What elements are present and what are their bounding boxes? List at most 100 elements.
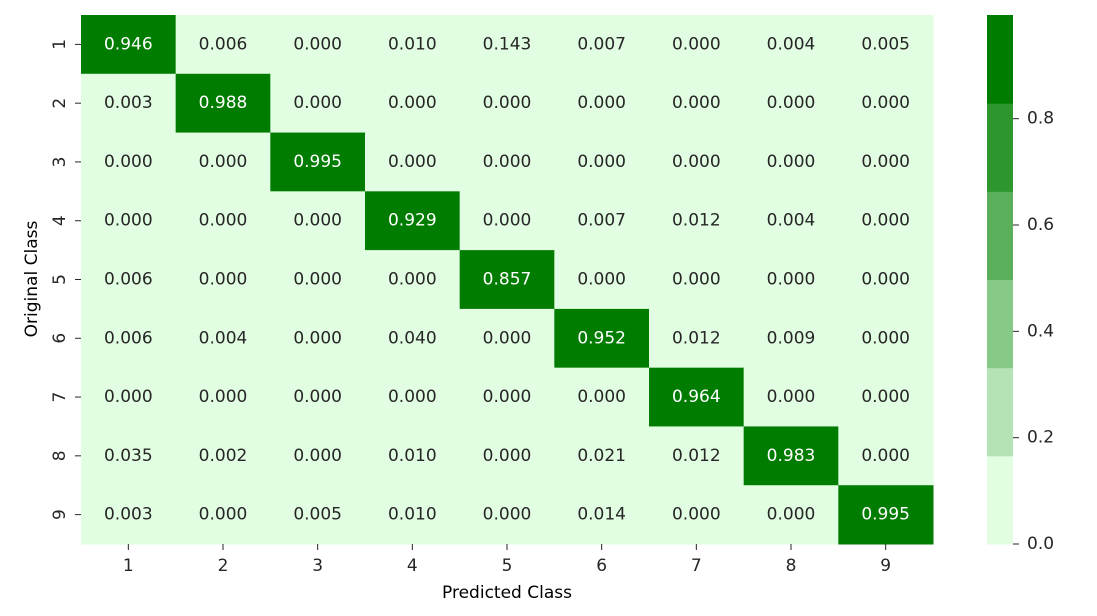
heatmap-cell-label: 0.021 [577,446,626,466]
y-axis-label: Original Class [22,221,42,338]
heatmap-cell-label: 0.000 [199,387,248,407]
colorbar-segment [987,367,1013,457]
heatmap-cell [270,15,366,75]
heatmap-cell-label: 0.012 [672,446,721,466]
heatmap-cell [554,73,650,134]
heatmap-cell [81,426,177,486]
heatmap-cell-label: 0.000 [672,93,721,113]
y-tick-label: 6 [50,333,70,344]
heatmap-cell [838,15,934,75]
heatmap-cell [554,15,650,75]
colorbar-segment [987,191,1013,280]
heatmap-cell-label: 0.004 [767,34,816,54]
heatmap-cell-label: 0.000 [577,387,626,407]
heatmap-cell-label: 0.007 [577,211,626,231]
x-tick-label: 4 [407,556,418,576]
heatmap-cell [649,426,745,486]
heatmap-cell [743,132,839,192]
colorbar-tick-label: 0.6 [1027,215,1054,235]
heatmap-cell [743,15,839,75]
heatmap-cell [838,308,934,369]
x-tick-label: 5 [502,556,513,576]
heatmap-cell-label: 0.000 [483,211,532,231]
heatmap-cell-label: 0.012 [672,328,721,348]
heatmap-cell-label: 0.000 [483,505,532,525]
heatmap-cell [838,367,934,427]
heatmap-cell [459,132,555,192]
heatmap-cell-label: 0.995 [861,505,910,525]
heatmap-cell-label: 0.000 [293,93,342,113]
heatmap-cell [459,308,555,369]
heatmap-cell-label: 0.000 [293,211,342,231]
heatmap-cell [365,367,461,427]
heatmap-cell [270,132,366,192]
heatmap-cell-label: 0.010 [388,505,437,525]
colorbar-tick-label: 0.8 [1027,109,1054,129]
heatmap-cell-label: 0.014 [577,505,626,525]
x-axis-ticks: 1 2 3 4 5 6 7 8 9 [123,544,891,576]
heatmap-cell [459,15,555,75]
colorbar-segment [987,15,1013,104]
x-tick-label: 9 [880,556,891,576]
heatmap-cell [838,73,934,134]
heatmap-cell-label: 0.143 [483,34,532,54]
heatmap-cell-label: 0.010 [388,34,437,54]
heatmap-cell [743,308,839,369]
heatmap-cell [459,73,555,134]
heatmap-cell [649,191,745,251]
heatmap-cell [838,485,934,545]
heatmap-cell-label: 0.000 [672,152,721,172]
colorbar-tick-label: 0.0 [1027,534,1054,554]
y-tick-label: 1 [50,39,70,50]
heatmap-cell [554,485,650,545]
colorbar-tick-label: 0.4 [1027,321,1054,341]
heatmap-cell [175,367,271,427]
heatmap-cell-label: 0.000 [483,446,532,466]
heatmap-cell-label: 0.964 [672,387,721,407]
heatmap-cell [838,250,934,310]
heatmap-cell-label: 0.005 [861,34,910,54]
heatmap-cell-label: 0.000 [483,93,532,113]
heatmap-cell-label: 0.000 [388,93,437,113]
x-tick-label: 1 [123,556,134,576]
heatmap-cell-label: 0.000 [861,211,910,231]
heatmap-cell-label: 0.000 [104,152,153,172]
heatmap-cell [649,15,745,75]
heatmap-cell-label: 0.000 [861,270,910,290]
colorbar-segment [987,455,1013,545]
heatmap-cell [649,367,745,427]
heatmap-cell-label: 0.000 [388,387,437,407]
x-tick-label: 3 [312,556,323,576]
heatmap-cell [81,367,177,427]
heatmap-cell [649,132,745,192]
heatmap-cell-label: 0.000 [104,387,153,407]
heatmap-cell-label: 0.000 [388,152,437,172]
heatmap-cells [81,15,934,545]
heatmap-cell [649,485,745,545]
heatmap-cell-labels: 0.946 0.006 0.000 0.010 0.143 0.007 0.000 0.004… [104,34,910,524]
heatmap-cell [365,132,461,192]
y-tick-label: 8 [50,450,70,461]
y-tick-label: 5 [50,274,70,285]
heatmap-cell-label: 0.000 [483,328,532,348]
heatmap-cell [365,308,461,369]
heatmap-cell-label: 0.004 [199,328,248,348]
heatmap-cell [743,191,839,251]
heatmap-cell [838,132,934,192]
heatmap-cell-label: 0.000 [861,446,910,466]
heatmap-cell-label: 0.946 [104,34,153,54]
heatmap-cell [459,426,555,486]
heatmap-cell [270,485,366,545]
heatmap-cell-label: 0.006 [104,270,153,290]
heatmap-cell-label: 0.006 [104,328,153,348]
heatmap-cell-label: 0.000 [577,93,626,113]
heatmap-cell [175,191,271,251]
heatmap-cell-label: 0.000 [293,328,342,348]
heatmap-cell-label: 0.009 [767,328,816,348]
x-tick-label: 8 [786,556,797,576]
heatmap-cell-label: 0.000 [293,387,342,407]
heatmap-cell [365,15,461,75]
heatmap-cell [838,191,934,251]
heatmap-cell [175,132,271,192]
